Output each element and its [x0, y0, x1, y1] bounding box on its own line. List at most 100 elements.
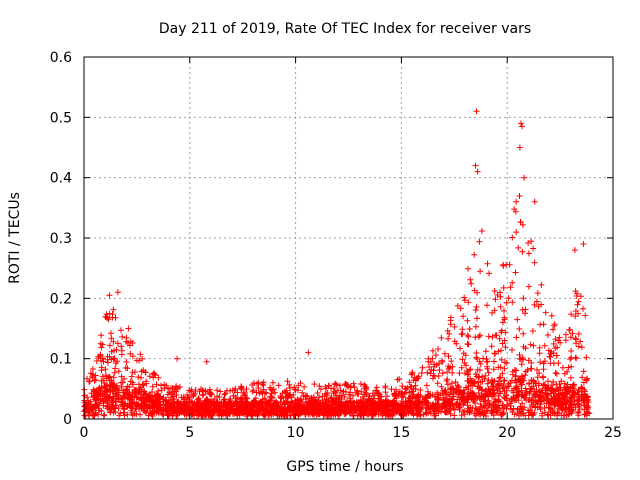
data-point: [498, 356, 505, 363]
data-point: [520, 295, 527, 302]
data-point: [448, 358, 455, 365]
data-point: [554, 412, 560, 419]
data-point: [395, 405, 402, 412]
data-point: [464, 399, 471, 406]
data-point: [201, 408, 208, 415]
data-point: [549, 407, 556, 413]
data-point: [545, 384, 552, 391]
data-point: [142, 409, 149, 416]
data-point: [576, 387, 582, 394]
data-point: [446, 330, 453, 337]
data-point: [512, 385, 519, 392]
data-point: [157, 401, 164, 408]
data-point: [559, 364, 566, 371]
data-point: [545, 400, 552, 407]
data-point: [100, 358, 107, 365]
data-point: [442, 399, 449, 406]
data-point: [333, 405, 340, 412]
data-point: [124, 411, 131, 418]
data-point: [553, 352, 560, 359]
data-point: [172, 386, 179, 393]
data-point: [176, 384, 183, 390]
data-point: [267, 398, 274, 404]
data-point: [98, 408, 105, 414]
data-point: [158, 387, 165, 394]
data-point: [112, 398, 119, 405]
data-point: [453, 386, 460, 393]
data-point: [151, 370, 158, 377]
data-point: [340, 388, 347, 395]
data-point: [257, 400, 264, 406]
data-point: [555, 386, 562, 393]
data-point: [451, 338, 458, 345]
data-point: [484, 302, 490, 309]
data-point: [548, 312, 555, 319]
data-point: [566, 411, 573, 417]
data-point: [548, 350, 555, 357]
data-point: [342, 409, 349, 416]
data-point: [544, 332, 551, 338]
data-point: [320, 411, 327, 418]
data-point: [351, 407, 358, 414]
data-point: [564, 397, 571, 404]
data-point: [483, 407, 490, 414]
data-point: [477, 379, 484, 385]
data-point: [268, 394, 275, 400]
data-point: [435, 373, 442, 379]
data-point: [533, 298, 540, 305]
data-point: [485, 397, 492, 404]
data-point: [514, 316, 521, 323]
data-point: [105, 398, 111, 405]
data-point: [466, 409, 473, 416]
data-point: [473, 108, 480, 115]
data-point: [432, 352, 439, 359]
data-point: [373, 384, 380, 391]
data-point: [458, 394, 465, 401]
data-point: [214, 387, 221, 394]
data-point: [327, 402, 334, 409]
data-point: [111, 355, 118, 362]
data-point: [450, 385, 456, 392]
data-point: [347, 383, 354, 390]
data-point: [205, 401, 211, 408]
data-point: [496, 385, 503, 392]
data-point: [160, 412, 167, 419]
data-point: [451, 406, 458, 413]
data-point: [496, 375, 503, 382]
data-point: [576, 406, 583, 412]
data-point: [121, 394, 128, 401]
y-tick-label: 0.5: [50, 110, 72, 126]
data-point: [314, 406, 321, 413]
data-point: [423, 382, 430, 389]
data-point: [500, 382, 507, 389]
data-point: [522, 345, 529, 352]
data-point: [500, 284, 507, 291]
data-point: [513, 229, 520, 236]
data-point: [534, 400, 541, 407]
data-point: [367, 407, 374, 413]
data-point: [314, 390, 321, 396]
data-point: [151, 408, 158, 415]
data-point: [465, 341, 472, 348]
data-point: [285, 405, 292, 412]
data-point: [454, 382, 461, 389]
data-point: [482, 348, 489, 355]
data-point: [463, 395, 470, 402]
data-point: [449, 369, 456, 376]
data-point: [528, 238, 535, 245]
data-point: [112, 408, 119, 415]
data-point: [187, 405, 194, 411]
data-point: [584, 406, 591, 413]
data-point: [422, 393, 429, 400]
data-point: [140, 367, 147, 374]
data-point: [106, 292, 113, 299]
data-point: [534, 366, 540, 373]
data-point: [451, 412, 458, 419]
data-point: [461, 294, 468, 301]
data-point: [100, 412, 107, 419]
data-point: [435, 391, 442, 398]
data-point: [508, 377, 515, 384]
data-point: [287, 385, 293, 391]
data-point: [126, 396, 133, 403]
data-point: [228, 400, 235, 407]
